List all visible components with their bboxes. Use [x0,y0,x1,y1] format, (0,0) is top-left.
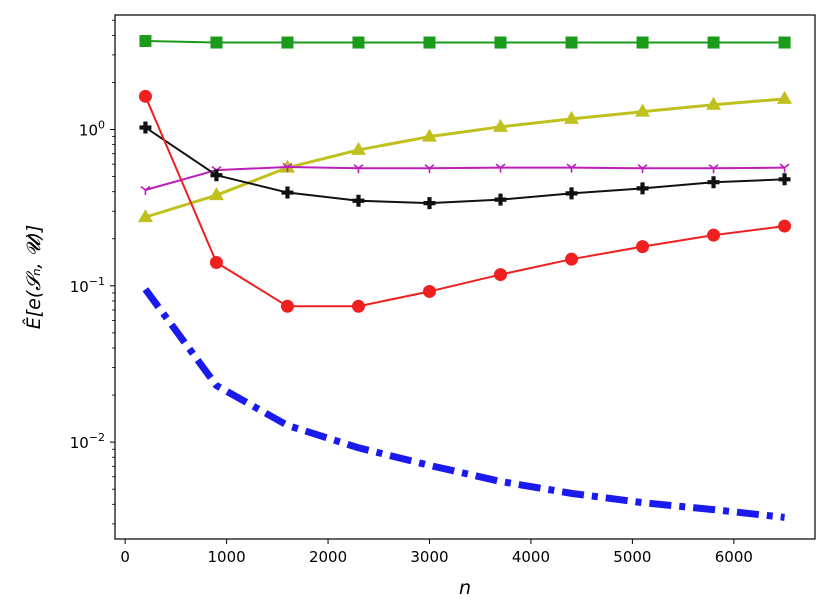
series-line [144,126,785,205]
series-line [144,97,785,219]
data-point-square [423,36,436,49]
data-point-triangle [137,209,153,223]
data-point-tri-down [495,163,506,173]
x-axis-label: n [459,577,471,599]
series-line [144,95,785,308]
data-point-square [565,36,578,49]
data-point-tri-down [779,163,790,173]
data-point-circle [138,89,152,103]
x-tick-label: 4000 [512,548,550,566]
plot-frame [114,14,816,540]
data-point-tri-down [282,162,293,173]
series-4 [138,89,792,313]
y-axis-ticks: 100 10−1 10−2 [70,19,115,525]
data-point-circle [209,255,223,269]
data-point-plus [778,173,791,186]
data-point-triangle [350,141,366,155]
data-point-square [636,36,649,49]
data-point-circle [351,299,365,313]
data-point-square [707,36,720,49]
data-point-circle [707,228,721,242]
data-point-square [352,36,365,49]
data-point-plus [494,193,507,206]
data-point-triangle [493,118,509,132]
data-point-plus [707,176,720,189]
data-point-triangle [706,96,722,110]
data-point-triangle [208,187,224,201]
data-point-plus [210,169,223,182]
x-tick-label: 1000 [208,548,246,566]
data-point-tri-down [566,163,577,173]
data-point-plus [636,182,649,195]
data-point-tri-down [637,164,648,174]
data-point-triangle [421,128,437,142]
data-point-triangle [564,110,580,124]
data-point-triangle [777,90,793,104]
data-point-circle [280,299,294,313]
data-point-triangle [635,103,651,117]
x-tick-label: 2000 [309,548,347,566]
x-tick-label: 6000 [715,548,753,566]
data-point-circle [636,240,650,254]
data-point-plus [139,121,152,134]
series-line [145,166,785,191]
data-point-circle [565,252,579,266]
data-point-plus [281,186,294,199]
data-point-tri-down [424,164,435,174]
y-axis-label: Ê[e(𝓢ₙ, 𝓤)] [22,225,45,330]
series-0 [139,35,791,49]
data-point-square [494,36,507,49]
y-tick-label: 100 [79,118,105,139]
data-point-square [281,36,294,49]
series-layer [137,35,793,521]
series-2 [140,162,790,196]
data-point-tri-down [708,164,719,174]
data-point-tri-down [353,164,364,174]
series-1 [137,90,793,223]
data-point-plus [352,194,365,207]
series-line [145,40,785,44]
data-point-tri-down [140,185,151,196]
series-3 [139,121,791,210]
data-point-plus [423,197,436,210]
x-tick-label: 5000 [613,548,651,566]
data-point-plus [565,187,578,200]
series-line [142,287,785,521]
data-point-circle [778,219,792,233]
x-axis-ticks: 0 1000 2000 3000 4000 5000 6000 [120,539,753,566]
x-tick-label: 0 [120,548,130,566]
x-tick-label: 3000 [410,548,448,566]
y-tick-label: 10−1 [70,275,105,296]
data-point-circle [422,284,436,298]
series-5 [142,287,785,521]
data-point-square [139,35,152,48]
y-tick-label: 10−2 [70,431,105,452]
data-point-square [210,36,223,49]
data-point-circle [494,268,508,282]
data-point-square [778,36,791,49]
